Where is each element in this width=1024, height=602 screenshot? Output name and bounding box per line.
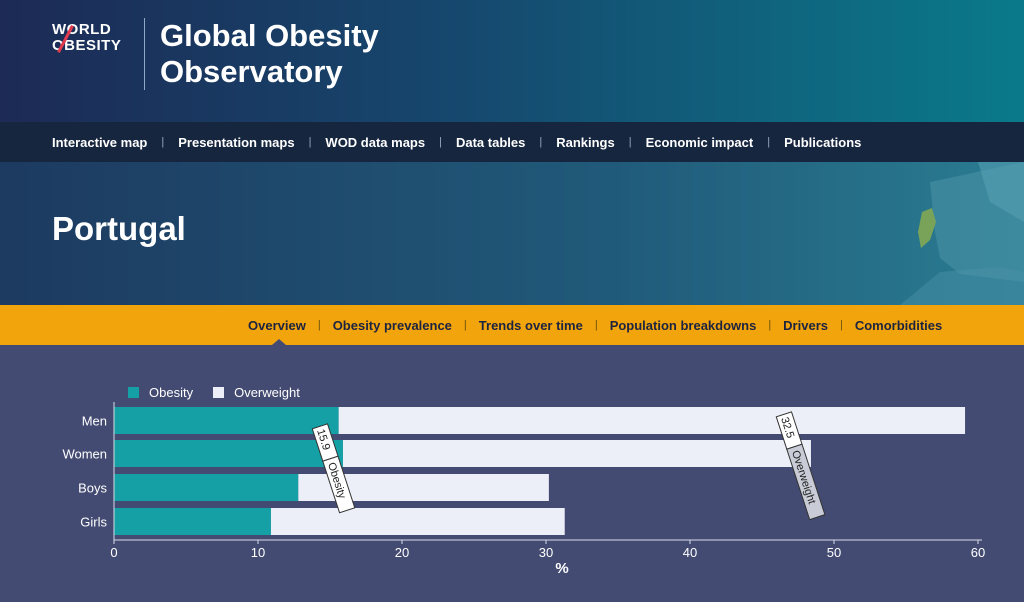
nav-publications[interactable]: Publications bbox=[784, 134, 862, 150]
tab-obesity-prevalence[interactable]: Obesity prevalence bbox=[332, 317, 452, 333]
overview-chart: Obesity Overweight Men Women Boys Girls 0 10 2… bbox=[0, 345, 1024, 602]
logo-line-1: WORLD bbox=[52, 21, 112, 38]
x-tick-label: 20 bbox=[395, 545, 409, 560]
bar-overweight-women[interactable] bbox=[342, 440, 811, 467]
bar-obesity-women[interactable] bbox=[114, 440, 343, 467]
tab-separator: | bbox=[594, 319, 598, 331]
portugal-highlight bbox=[918, 208, 936, 248]
bar-obesity-boys[interactable] bbox=[114, 474, 299, 501]
nav-separator: | bbox=[628, 136, 632, 148]
tab-drivers[interactable]: Drivers bbox=[783, 317, 828, 333]
nav-rankings[interactable]: Rankings bbox=[556, 134, 615, 150]
nav-wod-data-maps[interactable]: WOD data maps bbox=[325, 134, 426, 150]
legend-label-overweight[interactable]: Overweight bbox=[234, 385, 300, 400]
site-title-line-1: Global Obesity bbox=[160, 18, 379, 53]
tab-separator: | bbox=[317, 319, 321, 331]
tab-separator: | bbox=[839, 319, 843, 331]
nav-interactive-map[interactable]: Interactive map bbox=[52, 134, 148, 150]
tab-separator: | bbox=[768, 319, 772, 331]
logo-divider bbox=[144, 18, 145, 90]
map-landmass bbox=[978, 162, 1024, 222]
nav-separator: | bbox=[439, 136, 442, 148]
europe-map-graphic bbox=[900, 162, 1024, 305]
category-label-girls: Girls bbox=[80, 515, 107, 530]
tab-overview[interactable]: Overview bbox=[248, 317, 306, 333]
site-header: WORLD OBESITY Global Obesity Observatory bbox=[0, 0, 1024, 122]
bar-overweight-men[interactable] bbox=[338, 407, 966, 434]
annotation-label-box bbox=[322, 455, 356, 514]
active-tab-caret bbox=[272, 339, 286, 345]
country-title: Portugal bbox=[52, 210, 186, 247]
tab-separator: | bbox=[463, 319, 467, 331]
x-axis-title: % bbox=[555, 560, 568, 577]
annotation-label-box bbox=[786, 443, 826, 521]
tab-trends-over-time[interactable]: Trends over time bbox=[478, 317, 583, 333]
legend-label-obesity[interactable]: Obesity bbox=[149, 385, 194, 400]
site-title-line-2: Observatory bbox=[160, 54, 343, 89]
site-title[interactable]: Global Obesity Observatory bbox=[160, 18, 460, 90]
x-tick-label: 10 bbox=[251, 545, 265, 560]
category-label-men: Men bbox=[82, 414, 107, 429]
bar-obesity-men[interactable] bbox=[114, 407, 339, 434]
category-label-women: Women bbox=[62, 447, 107, 462]
country-hero: Portugal bbox=[0, 162, 1024, 305]
chart-legend: Obesity Overweight bbox=[128, 385, 320, 400]
tab-comorbidities[interactable]: Comorbidities bbox=[854, 317, 943, 333]
x-tick-label: 60 bbox=[971, 545, 985, 560]
world-obesity-logo[interactable]: WORLD OBESITY bbox=[52, 22, 121, 54]
x-tick-label: 30 bbox=[539, 545, 553, 560]
map-landmass bbox=[900, 267, 1024, 305]
nav-separator: | bbox=[161, 136, 165, 148]
logo-line-2: OBESITY bbox=[52, 37, 122, 54]
nav-separator: | bbox=[308, 136, 312, 148]
legend-swatch-overweight bbox=[213, 387, 225, 398]
x-tick-label: 40 bbox=[683, 545, 697, 560]
nav-data-tables[interactable]: Data tables bbox=[455, 134, 526, 150]
legend-swatch-obesity bbox=[128, 387, 139, 398]
nav-separator: | bbox=[539, 136, 543, 148]
bar-overweight-girls[interactable] bbox=[270, 508, 565, 535]
nav-separator: | bbox=[767, 136, 771, 148]
category-label-boys: Boys bbox=[78, 481, 107, 496]
bar-obesity-girls[interactable] bbox=[114, 508, 271, 535]
nav-presentation-maps[interactable]: Presentation maps bbox=[178, 134, 295, 150]
x-tick-label: 0 bbox=[110, 545, 117, 560]
section-tabs: Overview | Obesity prevalence | Trends o… bbox=[0, 305, 1024, 345]
tab-population-breakdowns[interactable]: Population breakdowns bbox=[609, 317, 757, 333]
x-tick-label: 50 bbox=[827, 545, 841, 560]
main-navigation: Interactive map | Presentation maps | WO… bbox=[0, 122, 1024, 162]
nav-economic-impact[interactable]: Economic impact bbox=[645, 134, 754, 150]
